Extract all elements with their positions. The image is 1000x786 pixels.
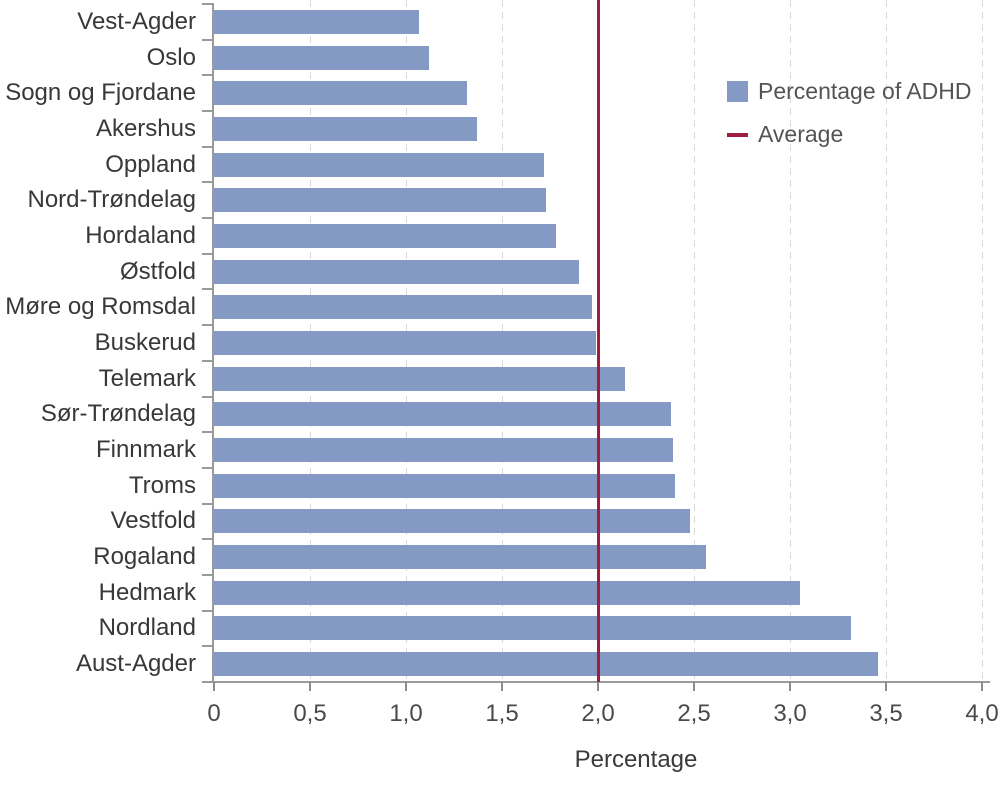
x-tick-label: 2,0 (581, 700, 615, 727)
y-axis-tick (202, 145, 214, 148)
x-axis-title: Percentage (574, 746, 698, 773)
category-label: Aust-Agder (75, 650, 196, 678)
x-tick-label: 4,0 (965, 700, 999, 727)
legend: Percentage of ADHD Average (727, 78, 972, 166)
y-axis-tick (202, 431, 214, 434)
category-label: Vestfold (110, 507, 196, 535)
bar (214, 366, 625, 391)
category-label: Sogn og Fjordane (5, 79, 196, 107)
y-axis-tick (202, 252, 214, 255)
y-axis-tick (202, 645, 214, 648)
y-axis-tick (202, 38, 214, 41)
bar (214, 116, 478, 141)
y-axis-tick (202, 324, 214, 327)
legend-item-average: Average (727, 121, 972, 147)
category-label: Østfold (119, 257, 196, 285)
bar (214, 295, 593, 320)
category-label: Nordland (98, 614, 196, 642)
x-axis-line (202, 681, 990, 683)
y-axis-line (212, 4, 214, 682)
x-axis-tick (789, 682, 791, 691)
x-tick-label: 1,0 (389, 700, 423, 727)
y-axis-tick (202, 181, 214, 184)
category-label: Hordaland (85, 221, 196, 249)
bar (214, 402, 671, 427)
x-axis-tick (309, 682, 311, 691)
x-tick-label: 1,5 (485, 700, 519, 727)
x-axis-tick (501, 682, 503, 691)
x-axis-tick (981, 682, 983, 691)
bar (214, 616, 852, 641)
y-axis-tick (202, 3, 214, 5)
x-tick-label: 2,5 (677, 700, 711, 727)
bar (214, 152, 545, 177)
legend-label: Average (758, 121, 844, 147)
bar (214, 652, 879, 677)
category-label: Akershus (95, 114, 196, 142)
y-axis-tick (202, 502, 214, 505)
bar (214, 45, 430, 70)
category-label: Sør-Trøndelag (40, 400, 196, 428)
category-label: Vest-Agder (77, 7, 196, 35)
x-axis-tick (885, 682, 887, 691)
bar (214, 473, 675, 498)
legend-label: Percentage of ADHD (758, 78, 972, 104)
y-axis-tick (202, 359, 214, 362)
gridline (789, 0, 791, 682)
category-label: Troms (128, 471, 196, 499)
bar (214, 509, 691, 534)
x-tick-label: 3,0 (773, 700, 807, 727)
x-axis-tick (693, 682, 695, 691)
category-label: Finnmark (95, 436, 196, 464)
y-axis-tick (202, 609, 214, 612)
x-tick-label: 0,5 (293, 700, 327, 727)
gridline (981, 0, 983, 682)
average-line (596, 0, 600, 682)
x-tick-label: 3,5 (869, 700, 903, 727)
x-tick-label: 0 (207, 700, 221, 727)
bar (214, 580, 800, 605)
category-label: Nord-Trøndelag (27, 186, 196, 214)
x-axis-tick (405, 682, 407, 691)
bar (214, 9, 420, 34)
legend-line-swatch (727, 132, 748, 137)
x-axis-tick (597, 682, 599, 691)
gridline (693, 0, 695, 682)
bar (214, 81, 468, 106)
y-axis-tick (202, 538, 214, 541)
bar (214, 331, 597, 355)
bar (214, 188, 547, 213)
x-axis-tick (213, 682, 215, 691)
y-axis-tick (202, 74, 214, 77)
y-axis-tick (202, 466, 214, 469)
gridline (885, 0, 887, 682)
category-label: Oppland (105, 150, 196, 178)
category-label: Rogaland (93, 543, 196, 571)
category-label: Hedmark (98, 578, 196, 606)
y-axis-tick (202, 217, 214, 220)
y-axis-tick (202, 110, 214, 113)
bar (214, 545, 706, 570)
category-label: Oslo (146, 43, 196, 71)
category-label: Telemark (98, 364, 196, 392)
legend-square-swatch (727, 81, 748, 102)
bar (214, 259, 579, 284)
y-axis-tick (202, 395, 214, 398)
y-axis-tick (202, 288, 214, 291)
bar (214, 223, 556, 248)
category-label: Møre og Romsdal (5, 293, 196, 321)
bar (214, 438, 673, 463)
y-axis-tick (202, 573, 214, 576)
category-label: Buskerud (94, 329, 196, 356)
legend-item-percentage: Percentage of ADHD (727, 78, 972, 104)
